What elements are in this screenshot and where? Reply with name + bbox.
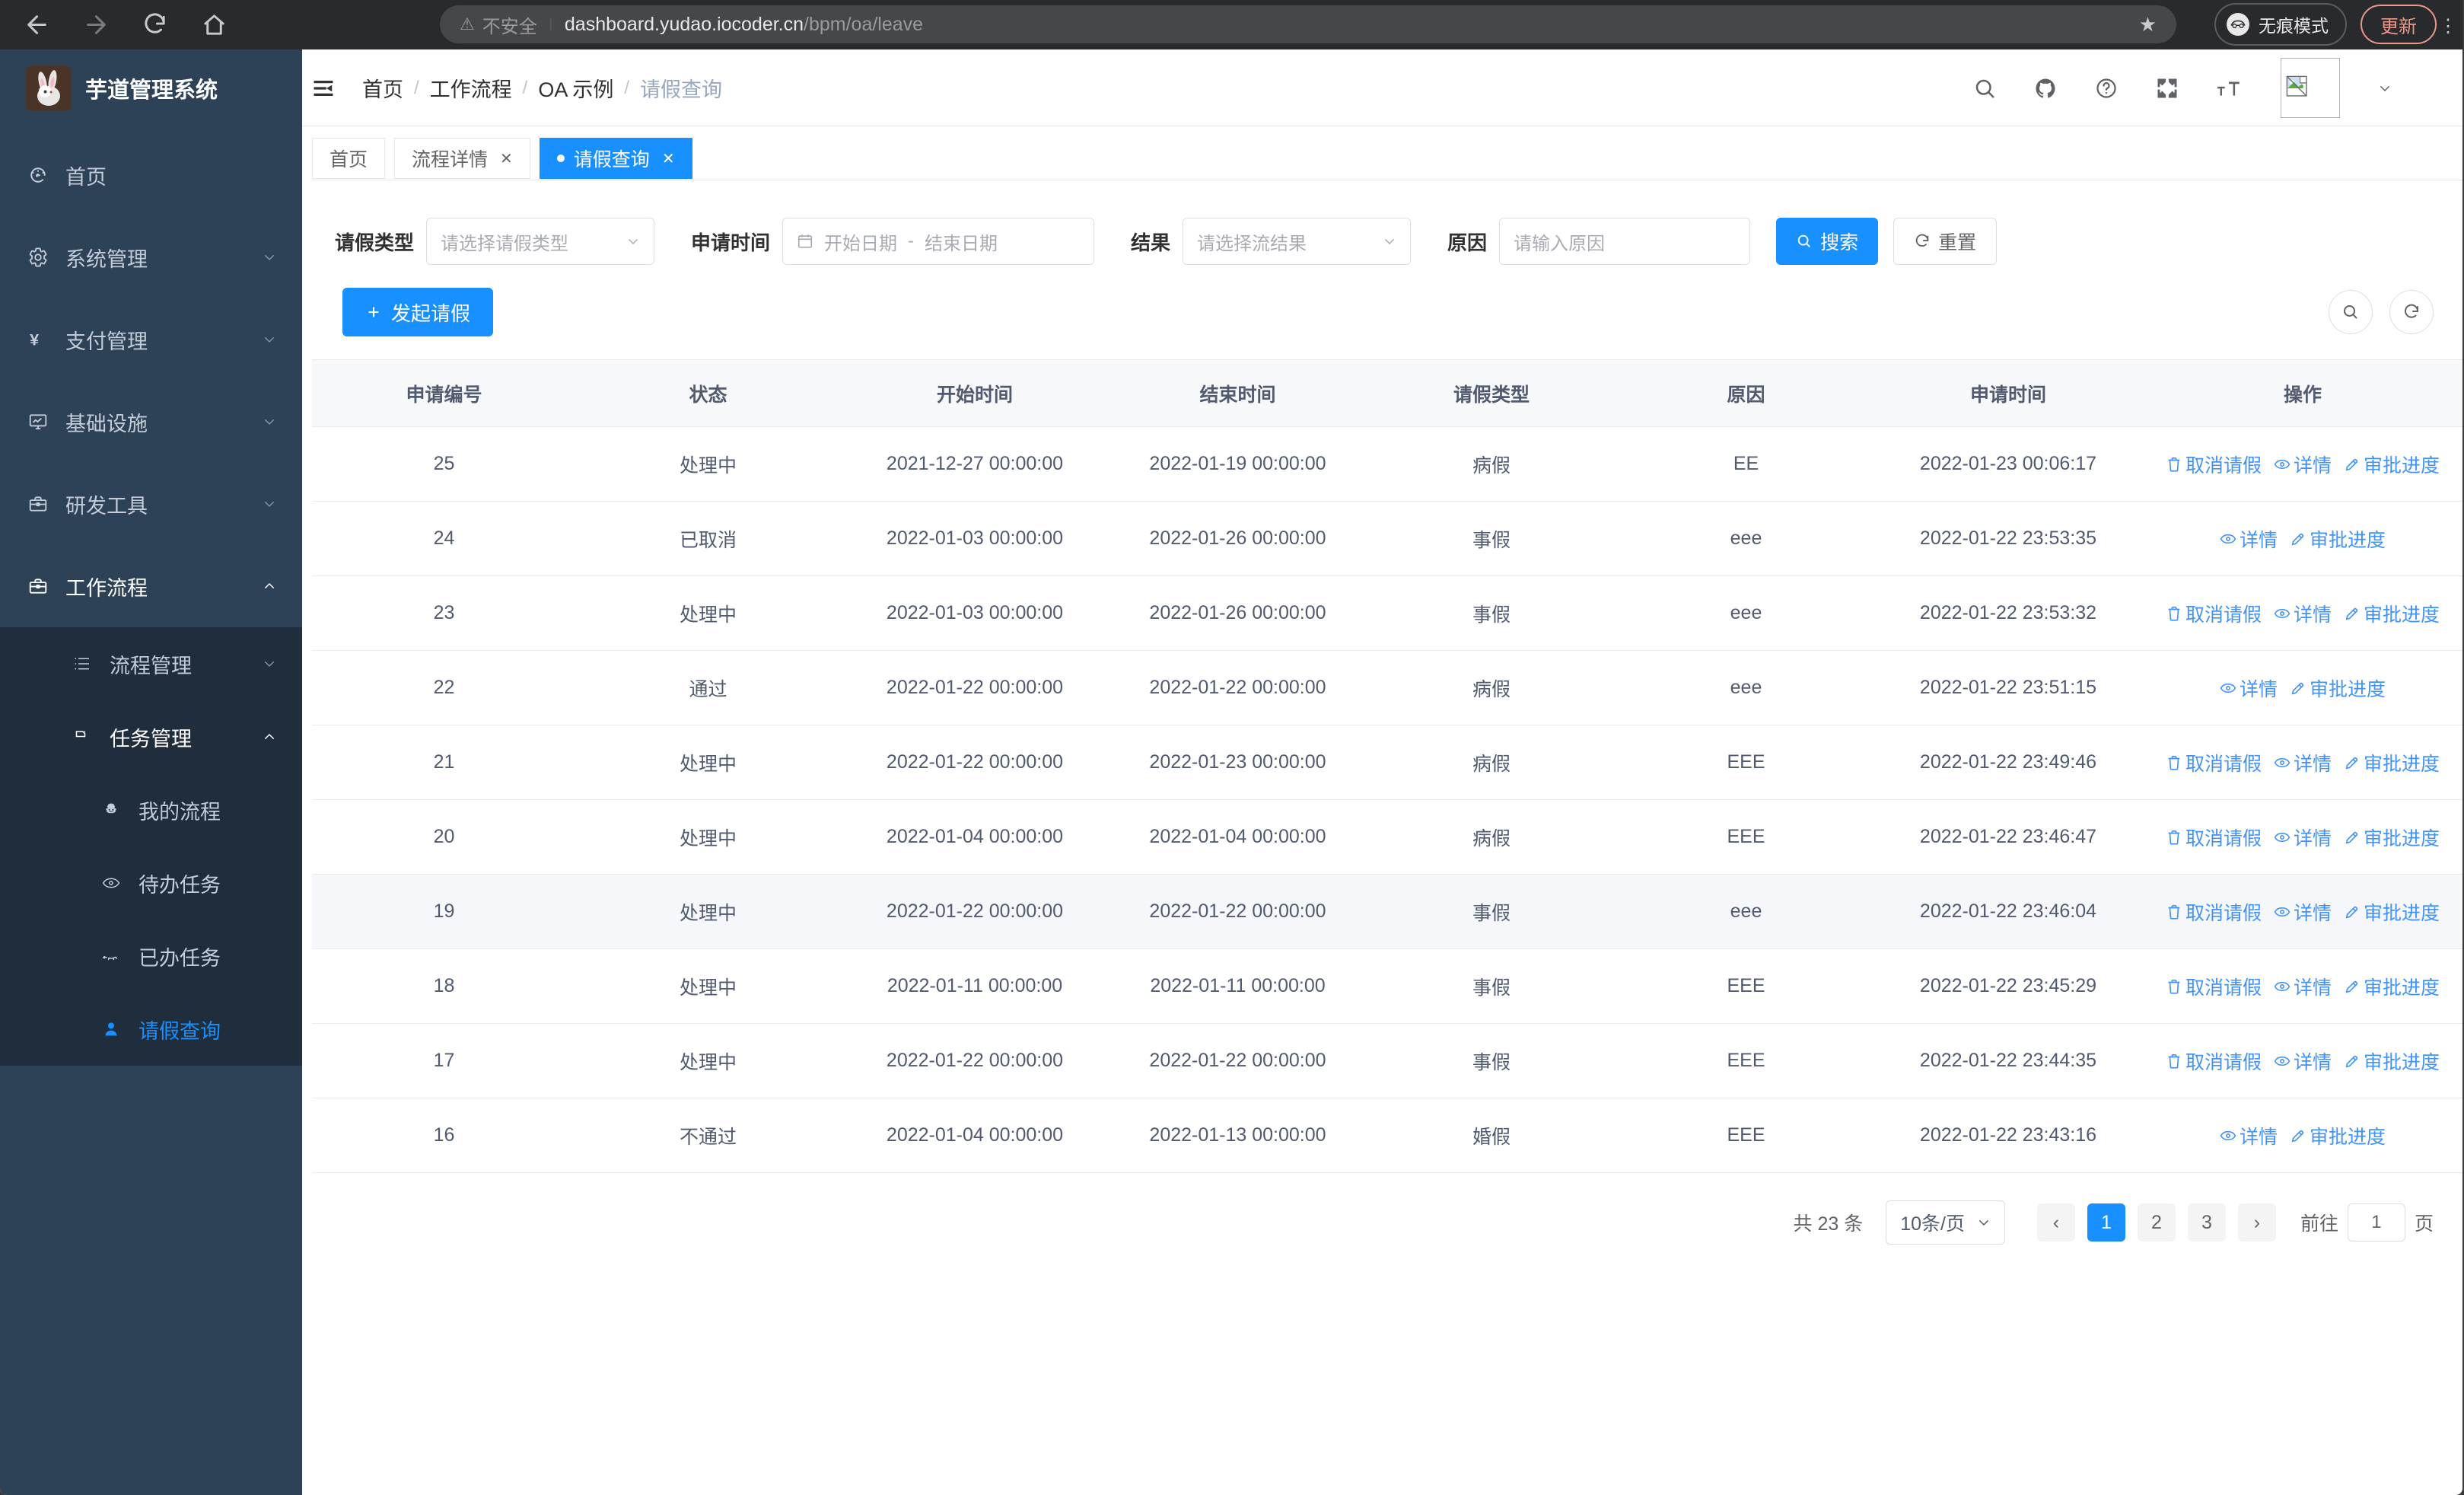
svg-text:¥: ¥ (30, 330, 39, 349)
